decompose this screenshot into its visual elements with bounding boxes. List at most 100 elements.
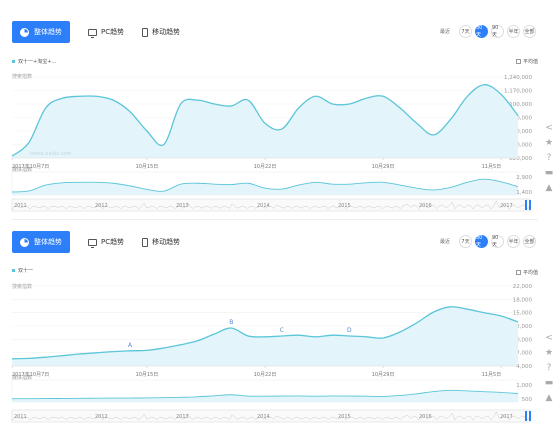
trend-tabs: 整体趋势 PC趋势 移动趋势 (12, 21, 180, 43)
media-tick-label: 500 (522, 397, 533, 403)
y-tick-label: 1,170,000 (504, 89, 532, 95)
range-7d-button[interactable]: 7天 (459, 25, 472, 38)
range-all-button[interactable]: 全部 (523, 235, 536, 248)
monitor-icon (88, 28, 97, 38)
tab-overall-label: 整体趋势 (34, 28, 62, 36)
tab-pc[interactable]: PC趋势 (88, 237, 125, 248)
mobile-phone-icon (142, 237, 149, 247)
range-7d-button[interactable]: 7天 (459, 235, 472, 248)
media-index-label: 媒体指数 (12, 374, 32, 381)
overview-year-label: 2017 (500, 203, 513, 209)
average-label: 平均值 (522, 270, 538, 276)
y-tick-label: 18,000 (513, 297, 533, 303)
media-tick-label: 1,400 (516, 190, 532, 196)
overview-handle-right[interactable] (529, 200, 531, 210)
tab-overall-label: 整体趋势 (34, 238, 62, 246)
chart-legend[interactable]: 双十一 (12, 267, 33, 274)
overview-timeline[interactable] (11, 198, 531, 212)
help-icon[interactable]: ? (546, 153, 552, 163)
star-icon[interactable]: ★ (544, 138, 554, 148)
pie-chart-icon (20, 27, 29, 37)
legend-label: 双十一 (18, 268, 34, 274)
overview-year-label: 2011 (14, 414, 27, 420)
overview-timeline[interactable] (11, 409, 531, 423)
x-tick-label: 11月5日 (482, 164, 502, 170)
range-half-year-button[interactable]: 半年 (507, 25, 520, 38)
average-checkbox[interactable] (515, 59, 521, 64)
x-tick-label: 11月5日 (482, 372, 502, 378)
range-all-button[interactable]: 全部 (523, 25, 536, 38)
overview-handle-left[interactable] (525, 411, 527, 421)
tab-mobile-label: 移动趋势 (152, 28, 181, 36)
range-half-year-button[interactable]: 半年 (507, 235, 520, 248)
x-tick-label: 2017年10月7日 (12, 371, 49, 378)
side-toolbar: < ★ ? ▬ ▲ (542, 332, 556, 407)
tab-mobile-label: 移动趋势 (152, 238, 181, 246)
overview-year-label: 2011 (14, 203, 27, 209)
tab-pc[interactable]: PC趋势 (88, 27, 125, 38)
overview-year-label: 2016 (419, 203, 432, 209)
time-range-label: 最近 (439, 239, 450, 245)
y-tick-label: 4,000 (516, 364, 532, 370)
share-icon[interactable]: < (545, 123, 553, 133)
y-tick-label: 1,240,000 (504, 75, 532, 81)
top-icon[interactable]: ▲ (545, 393, 553, 403)
time-range-selector: 最近 7天 30天 90天 半年 全部 (440, 25, 536, 38)
overview-year-label: 2012 (95, 414, 108, 420)
trend-tabs: 整体趋势 PC趋势 移动趋势 (12, 231, 180, 253)
trend-panel-2: 搜索指数 媒体指数 22,000 18,000 15,000 12,000 10,000 7,… (0, 226, 558, 435)
pie-chart-icon (20, 237, 29, 247)
overview-year-label: 2013 (176, 203, 189, 209)
tab-mobile[interactable]: 移动趋势 (142, 237, 180, 247)
y-tick-label: 12,000 (513, 324, 533, 330)
tab-mobile[interactable]: 移动趋势 (142, 27, 180, 37)
y-tick-label: 7,000 (516, 351, 532, 357)
media-tick-label: 1,000 (516, 383, 532, 389)
time-range-label: 最近 (439, 29, 450, 35)
overview-line (11, 411, 531, 421)
range-30d-button[interactable]: 30天 (475, 25, 488, 38)
overview-year-label: 2013 (176, 414, 189, 420)
search-index-label: 搜索指数 (12, 73, 32, 80)
annotation-d[interactable]: D (347, 327, 352, 334)
help-icon[interactable]: ? (546, 363, 552, 373)
x-tick-label: 10月15日 (136, 372, 159, 378)
tab-pc-label: PC趋势 (101, 28, 125, 36)
overview-handle-right[interactable] (529, 411, 531, 421)
range-90d-button[interactable]: 90天 (491, 235, 504, 248)
overview-year-label: 2014 (257, 414, 270, 420)
overview-year-label: 2012 (95, 203, 108, 209)
tab-overall[interactable]: 整体趋势 (12, 21, 70, 43)
average-toggle[interactable]: 平均值 (515, 269, 538, 276)
media-line[interactable] (11, 178, 519, 193)
range-30d-button[interactable]: 30天 (475, 235, 488, 248)
top-icon[interactable]: ▲ (545, 183, 553, 193)
y-tick-label: 890,000 (509, 143, 532, 149)
annotation-a[interactable]: A (128, 342, 133, 349)
overview-handle-left[interactable] (525, 200, 527, 210)
x-tick-label: 10月15日 (136, 164, 159, 170)
overview-year-label: 2015 (338, 414, 351, 420)
overview-year-label: 2015 (338, 203, 351, 209)
chart-legend[interactable]: 双十一+淘宝+... (12, 58, 56, 65)
tab-overall[interactable]: 整体趋势 (12, 231, 70, 253)
media-line[interactable] (11, 389, 519, 400)
annotation-c[interactable]: C (280, 327, 284, 334)
average-checkbox[interactable] (515, 270, 521, 275)
tab-pc-label: PC趋势 (101, 238, 125, 246)
annotation-b[interactable]: B (229, 319, 233, 326)
range-90d-button[interactable]: 90天 (491, 25, 504, 38)
overview-year-label: 2017 (500, 414, 513, 420)
star-icon[interactable]: ★ (544, 348, 554, 358)
x-tick-label: 10月22日 (254, 372, 277, 378)
comment-icon[interactable]: ▬ (544, 378, 554, 388)
side-toolbar: < ★ ? ▬ ▲ (542, 122, 556, 197)
comment-icon[interactable]: ▬ (544, 168, 554, 178)
x-tick-label: 10月29日 (372, 372, 395, 378)
watermark-label: index.baidu.com (30, 151, 72, 157)
share-icon[interactable]: < (545, 333, 553, 343)
average-toggle[interactable]: 平均值 (515, 58, 538, 65)
media-area (12, 390, 518, 402)
